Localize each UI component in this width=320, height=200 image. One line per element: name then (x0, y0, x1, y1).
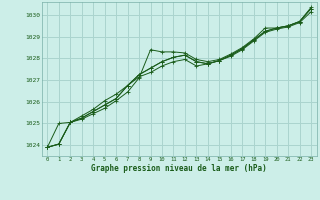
X-axis label: Graphe pression niveau de la mer (hPa): Graphe pression niveau de la mer (hPa) (91, 164, 267, 173)
